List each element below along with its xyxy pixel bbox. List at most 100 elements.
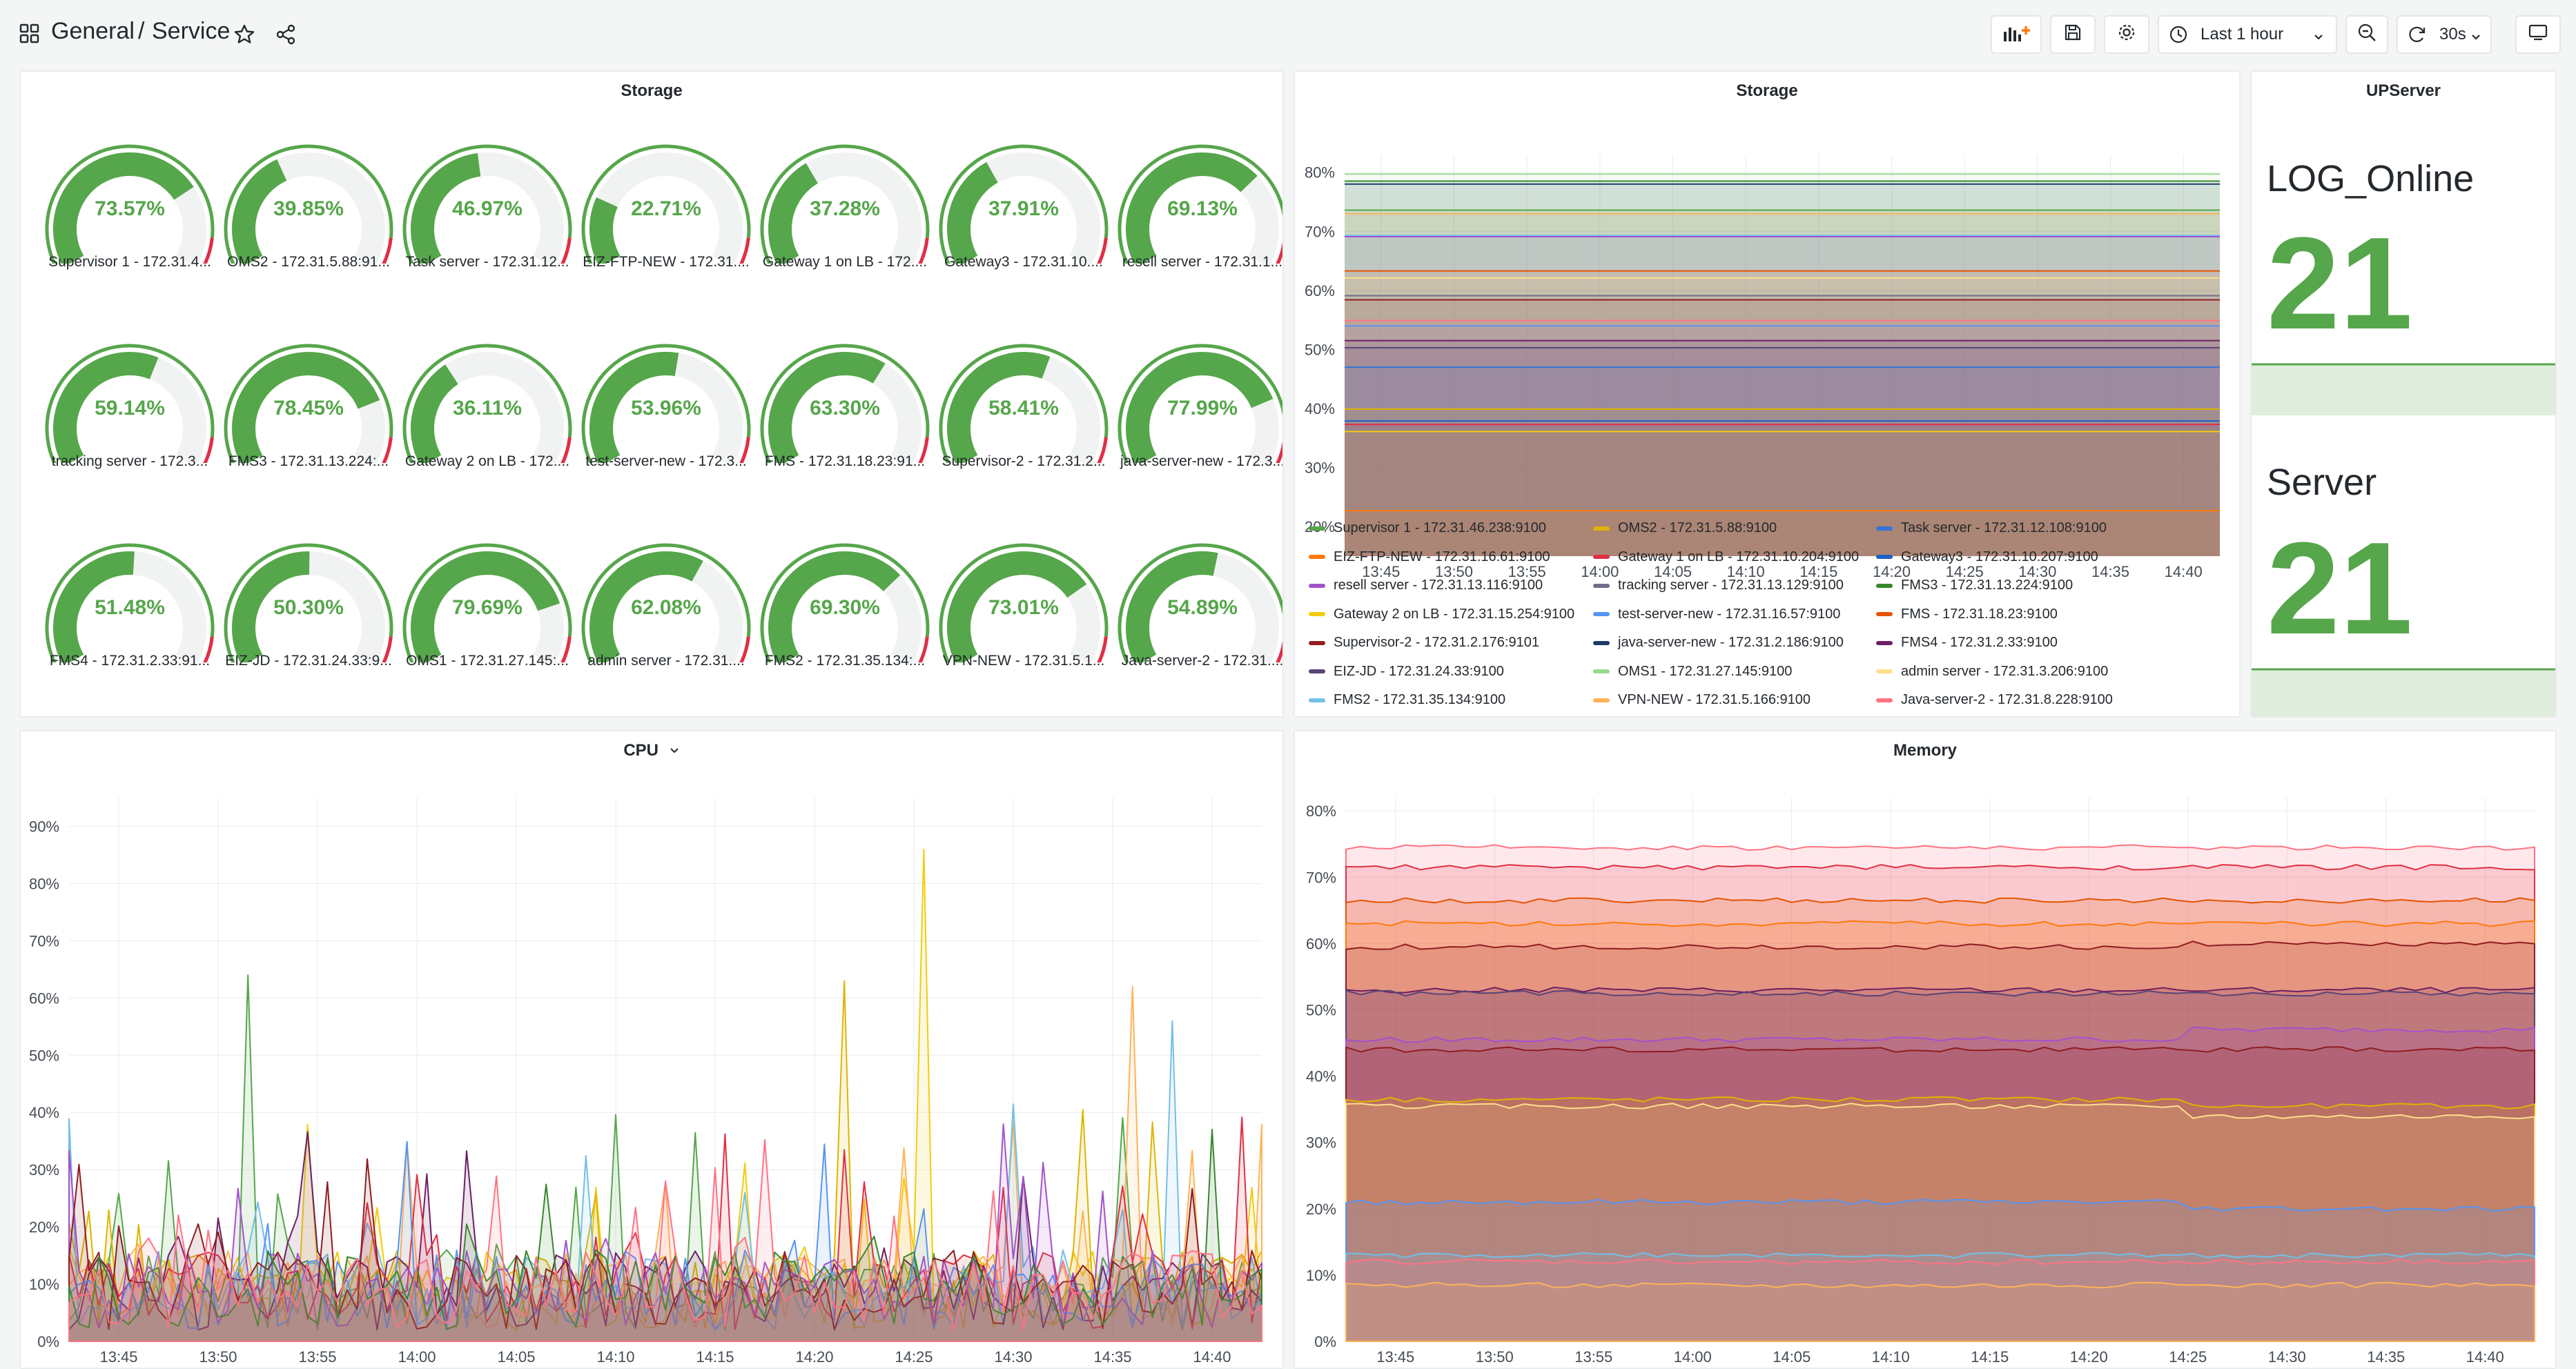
cpu-series[interactable] — [68, 1123, 1262, 1342]
panel-title[interactable]: Storage — [621, 81, 683, 100]
zoom-out-button[interactable] — [2345, 15, 2388, 54]
gauge-value-arc — [52, 152, 194, 264]
storage-gauge[interactable]: 78.45% FMS3 - 172.31.13.224:... — [219, 325, 398, 504]
time-range-picker[interactable]: Last 1 hour — [2158, 15, 2337, 54]
legend-item[interactable]: tracking server - 172.31.13.129:9100 — [1593, 578, 1844, 593]
legend-item[interactable]: OMS1 - 172.31.27.145:9100 — [1593, 664, 1792, 680]
gauge-value-arc — [232, 159, 287, 264]
storage-gauge[interactable]: 73.01% VPN-NEW - 172.31.5.1... — [934, 524, 1113, 704]
dashboard-settings-button[interactable] — [2104, 15, 2149, 54]
memory-series[interactable] — [1345, 1281, 2535, 1342]
x-tick-label: 13:50 — [1476, 1348, 1514, 1366]
legend-item[interactable]: EIZ-JD - 172.31.24.33:9100 — [1309, 664, 1504, 680]
storage-gauge[interactable]: 39.85% OMS2 - 172.31.5.88:91... — [219, 126, 398, 305]
gauge-value: 53.96% — [631, 397, 701, 420]
legend-swatch — [1593, 555, 1610, 559]
memory-series[interactable] — [1345, 844, 2535, 1342]
storage-gauge[interactable]: 69.30% FMS2 - 172.31.35.134:... — [755, 524, 935, 704]
storage-gauge[interactable]: 46.97% Task server - 172.31.12... — [398, 126, 577, 305]
refresh-button[interactable]: 30s — [2397, 15, 2492, 54]
gauge-threshold-red — [382, 437, 393, 463]
legend-item[interactable]: Gateway 1 on LB - 172.31.10.204:9100 — [1593, 549, 1859, 565]
cpu-series[interactable] — [68, 1141, 1262, 1342]
gauge-threshold-green — [224, 344, 393, 463]
legend-item[interactable]: Supervisor 1 - 172.31.46.238:9100 — [1309, 520, 1546, 536]
cpu-series[interactable] — [68, 1158, 1262, 1342]
storage-gauge[interactable]: 59.14% tracking server - 172.3... — [40, 325, 219, 504]
memory-series[interactable] — [1345, 920, 2535, 1342]
gauge-threshold-red — [560, 237, 572, 264]
legend-item[interactable]: java-server-new - 172.31.2.186:9100 — [1593, 635, 1844, 651]
legend-item[interactable]: Java-server-2 - 172.31.8.228:9100 — [1876, 692, 2113, 708]
chevron-down-icon[interactable] — [669, 742, 680, 761]
memory-series[interactable] — [1345, 1046, 2535, 1342]
y-tick-label: 50% — [1305, 341, 1335, 358]
memory-series[interactable] — [1345, 1199, 2535, 1342]
storage-gauge[interactable]: 79.69% OMS1 - 172.31.27.145:... — [398, 524, 577, 704]
storage-gauge[interactable]: 73.57% Supervisor 1 - 172.31.4... — [40, 126, 219, 305]
legend-item[interactable]: VPN-NEW - 172.31.5.166:9100 — [1593, 692, 1811, 708]
legend-item[interactable]: EIZ-FTP-NEW - 172.31.16.61:9100 — [1309, 549, 1550, 565]
storage-gauge[interactable]: 37.28% Gateway 1 on LB - 172.... — [755, 126, 935, 305]
memory-series[interactable] — [1345, 864, 2535, 1342]
y-tick-label: 30% — [29, 1161, 59, 1179]
x-tick-label: 13:45 — [1362, 563, 1400, 580]
panel-title[interactable]: Memory — [1893, 741, 1958, 760]
dashboard-title[interactable]: Service — [152, 18, 231, 44]
cpu-series[interactable] — [68, 1139, 1262, 1342]
storage-gauge[interactable]: 63.30% FMS - 172.31.18.23:91... — [755, 325, 935, 504]
breadcrumb-folder[interactable]: General — [51, 18, 135, 44]
cpu-series[interactable] — [68, 985, 1262, 1342]
legend-item[interactable]: Task server - 172.31.12.108:9100 — [1876, 520, 2107, 536]
legend-item[interactable]: Gateway 2 on LB - 172.31.15.254:9100 — [1309, 607, 1574, 622]
memory-series[interactable] — [1345, 1252, 2535, 1342]
memory-series[interactable] — [1345, 1096, 2535, 1342]
panel-title[interactable]: CPU — [21, 741, 1282, 761]
storage-gauge[interactable]: 37.91% Gateway3 - 172.31.10.... — [934, 126, 1113, 305]
legend-label: java-server-new - 172.31.2.186:9100 — [1618, 635, 1844, 650]
gauge-label: Task server - 172.31.12... — [405, 254, 569, 270]
legend-item[interactable]: FMS2 - 172.31.35.134:9100 — [1309, 692, 1505, 708]
memory-series[interactable] — [1345, 989, 2535, 1342]
memory-series[interactable] — [1345, 1258, 2535, 1342]
memory-series[interactable] — [1345, 1103, 2535, 1342]
storage-gauge[interactable]: 22.71% EIZ-FTP-NEW - 172.31.... — [576, 126, 756, 305]
legend-item[interactable]: FMS4 - 172.31.2.33:9100 — [1876, 635, 2058, 651]
memory-chart[interactable]: 0% 10% 20% 30% 40% 50% 60% 70% 80% 13:45 13:50 13:5… — [1295, 770, 2557, 1369]
storage-gauge[interactable]: 62.08% admin server - 172.31.... — [576, 524, 756, 704]
storage-gauge[interactable]: 77.99% java-server-new - 172.3... — [1113, 325, 1282, 504]
storage-chart[interactable]: 20%30%40%50%60%70%80%13:4513:5013:5514:0… — [1295, 141, 2241, 596]
apps-grid-icon[interactable] — [19, 23, 40, 44]
cpu-series[interactable] — [68, 1116, 1262, 1342]
storage-gauge[interactable]: 51.48% FMS4 - 172.31.2.33:91... — [40, 524, 219, 704]
add-panel-button[interactable] — [1991, 15, 2042, 54]
storage-gauge[interactable]: 53.96% test-server-new - 172.3... — [576, 325, 756, 504]
cpu-series[interactable] — [68, 1128, 1262, 1342]
panel-title[interactable]: Storage — [1736, 81, 1798, 100]
legend-item[interactable]: Supervisor-2 - 172.31.2.176:9101 — [1309, 635, 1539, 651]
storage-gauge[interactable]: 50.30% EIZ-JD - 172.31.24.33:9... — [219, 524, 398, 704]
legend-item[interactable]: FMS - 172.31.18.23:9100 — [1876, 607, 2058, 622]
legend-item[interactable]: test-server-new - 172.31.16.57:9100 — [1593, 607, 1840, 622]
save-dashboard-button[interactable] — [2050, 15, 2096, 54]
storage-gauge[interactable]: 69.13% resell server - 172.31.1... — [1113, 126, 1282, 305]
legend-item[interactable]: FMS3 - 172.31.13.224:9100 — [1876, 578, 2073, 593]
gauge-value: 77.99% — [1167, 397, 1238, 420]
series-area — [1345, 210, 2220, 556]
memory-series[interactable] — [1345, 897, 2535, 1342]
storage-gauge[interactable]: 54.89% Java-server-2 - 172.31.... — [1113, 524, 1282, 704]
storage-gauge[interactable]: 36.11% Gateway 2 on LB - 172.... — [398, 325, 577, 504]
legend-item[interactable]: resell server - 172.31.13.116:9100 — [1309, 578, 1543, 593]
chevron-down-icon — [2312, 29, 2325, 48]
storage-gauge[interactable]: 58.41% Supervisor-2 - 172.31.2... — [934, 325, 1113, 504]
legend-item[interactable]: admin server - 172.31.3.206:9100 — [1876, 664, 2108, 680]
tv-mode-button[interactable] — [2515, 15, 2561, 54]
cpu-chart[interactable]: 0% 10% 20% 30% 40% 50% 60% 70% 80% 90% 13:45 13:50 1… — [21, 770, 1284, 1369]
star-icon[interactable] — [233, 23, 255, 49]
share-icon[interactable] — [275, 23, 297, 49]
gauge-dial — [760, 344, 930, 463]
panel-title[interactable]: UPServer — [2365, 81, 2441, 100]
gauge-value-arc — [1126, 551, 1218, 662]
legend-item[interactable]: Gateway3 - 172.31.10.207:9100 — [1876, 549, 2098, 565]
legend-item[interactable]: OMS2 - 172.31.5.88:9100 — [1593, 520, 1777, 536]
